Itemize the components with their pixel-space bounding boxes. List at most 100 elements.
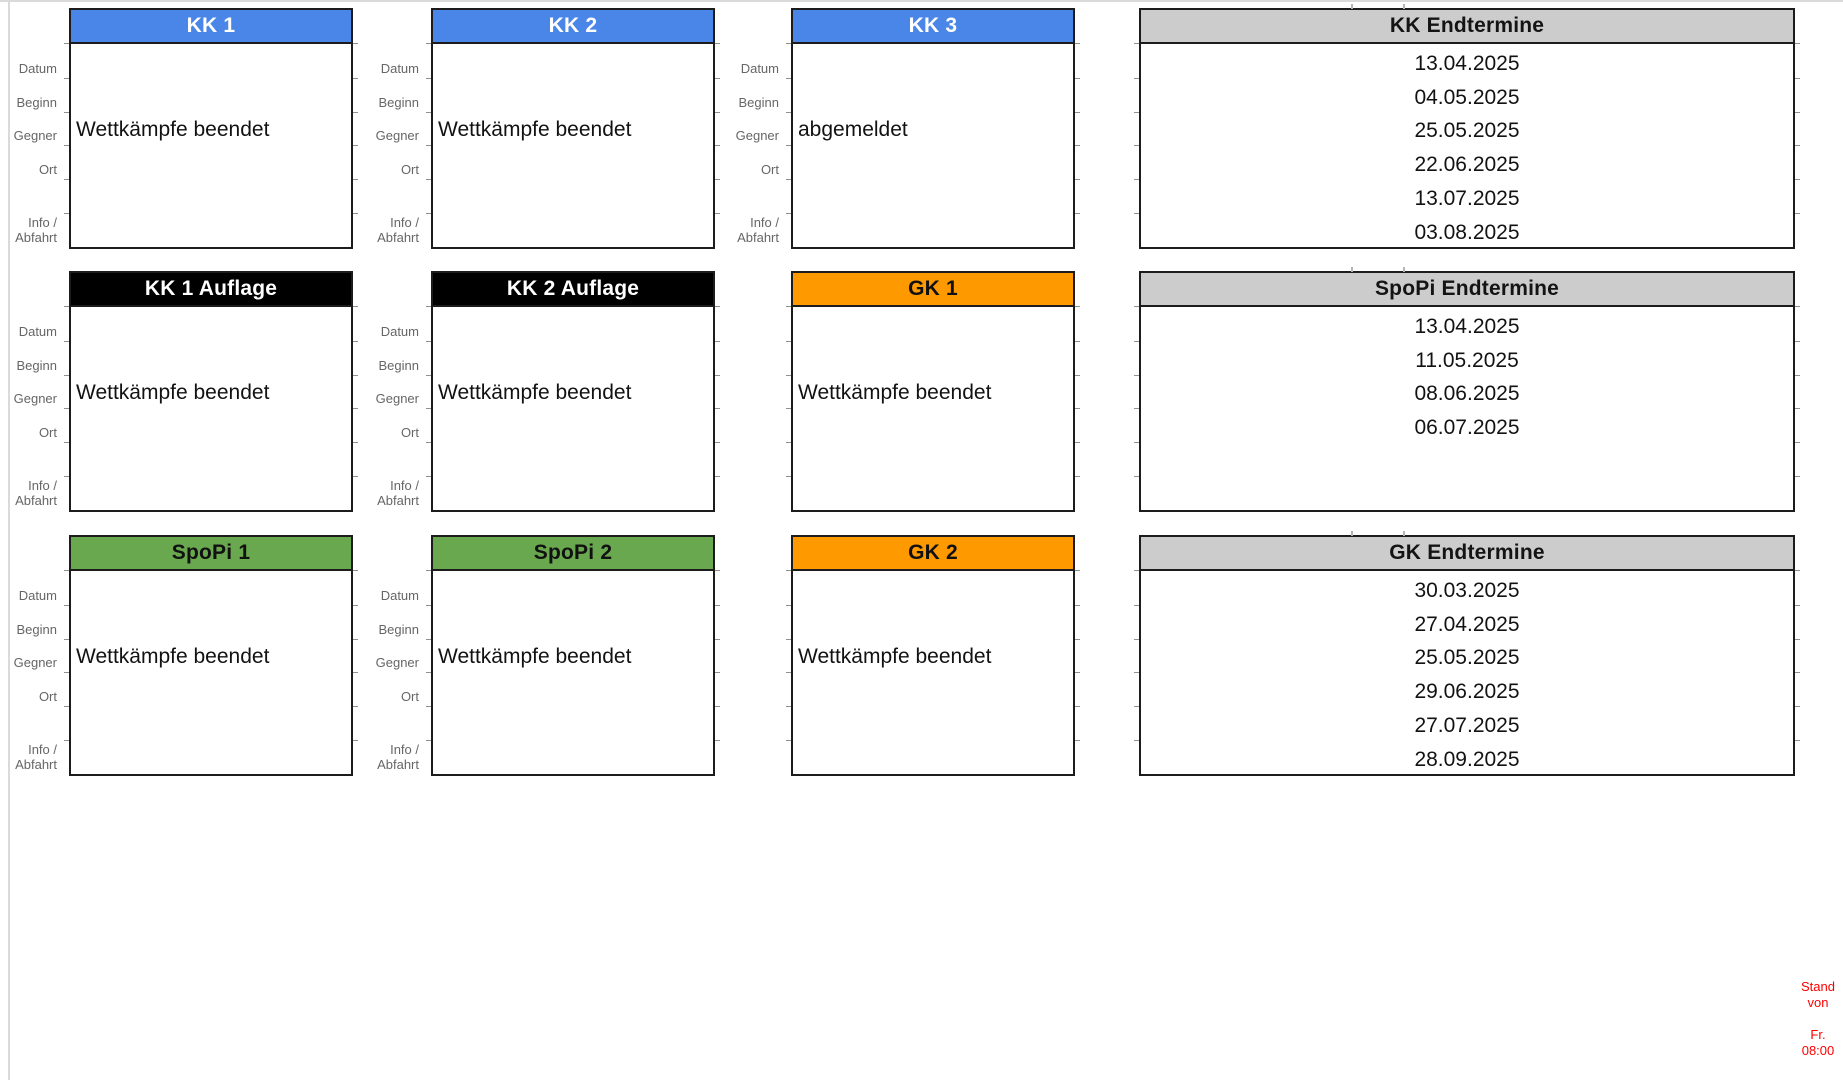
date-row: 29.06.2025 bbox=[1134, 672, 1800, 708]
row-label-info-abfahrt: Info / Abfahrt bbox=[363, 740, 425, 774]
cell-ort bbox=[426, 672, 720, 708]
card-kk-3-body: abgemeldet bbox=[786, 44, 1080, 247]
card-status: Wettkämpfe beendet bbox=[76, 645, 270, 669]
gridline-tick bbox=[1351, 531, 1353, 536]
row-labels-spopi-2: Datum Beginn Gegner Ort Info / Abfahrt bbox=[363, 571, 425, 774]
cell-info-abfahrt bbox=[433, 213, 713, 247]
row-label-abfahrt: Abfahrt bbox=[377, 756, 419, 772]
card-kk-1: KK 1 Wettkämpfe beendet bbox=[64, 8, 358, 249]
date-row: 13.04.2025 bbox=[1134, 307, 1800, 342]
card-kk-2-auflage-header: KK 2 Auflage bbox=[426, 273, 720, 307]
card-gk-1: GK 1 Wettkämpfe beendet bbox=[786, 271, 1080, 512]
card-title: SpoPi 1 bbox=[171, 541, 251, 564]
row-label-info: Info / bbox=[750, 214, 779, 230]
row-label-abfahrt: Abfahrt bbox=[737, 229, 779, 245]
card-status: Wettkämpfe beendet bbox=[438, 118, 632, 142]
card-gk-1-body: Wettkämpfe beendet bbox=[786, 307, 1080, 510]
cell-beginn bbox=[64, 78, 358, 113]
cell-ort bbox=[64, 672, 358, 708]
cell-info-abfahrt bbox=[71, 476, 351, 510]
cell-datum bbox=[426, 307, 720, 342]
panel-kk-endtermine: KK Endtermine 13.04.2025 04.05.2025 25.0… bbox=[1134, 4, 1800, 249]
row-label-info: Info / bbox=[28, 741, 57, 757]
stand-note-line: Fr. bbox=[1810, 1027, 1826, 1042]
row-label-beginn: Beginn bbox=[378, 621, 419, 637]
cell-empty bbox=[64, 442, 358, 477]
row-label-info: Info / bbox=[28, 477, 57, 493]
cell-datum bbox=[786, 571, 1080, 606]
card-status: Wettkämpfe beendet bbox=[76, 381, 270, 405]
card-status: Wettkämpfe beendet bbox=[798, 381, 992, 405]
row-label-ort: Ort bbox=[38, 162, 57, 178]
row-label-ort: Ort bbox=[38, 689, 57, 705]
cell-empty bbox=[426, 442, 720, 477]
date-row: 27.07.2025 bbox=[1134, 706, 1800, 741]
card-title: KK 1 bbox=[186, 14, 236, 37]
cell-gegner: Wettkämpfe beendet bbox=[786, 639, 1080, 674]
cell-beginn bbox=[64, 341, 358, 376]
cell-beginn bbox=[426, 341, 720, 376]
row-labels-kk-1: Datum Beginn Gegner Ort Info / Abfahrt bbox=[1, 44, 63, 247]
card-kk-1-header: KK 1 bbox=[64, 10, 358, 44]
card-spopi-2-header: SpoPi 2 bbox=[426, 537, 720, 571]
stand-note: Stand von Fr. 08:00 bbox=[1796, 979, 1840, 1059]
page-left-gridline bbox=[8, 0, 10, 1080]
card-kk-1-auflage-header: KK 1 Auflage bbox=[64, 273, 358, 307]
cell-empty bbox=[426, 179, 720, 214]
date-row: 25.05.2025 bbox=[1134, 639, 1800, 674]
card-spopi-2: SpoPi 2 Wettkämpfe beendet bbox=[426, 535, 720, 776]
card-kk-2-auflage-body: Wettkämpfe beendet bbox=[426, 307, 720, 510]
gridline-tick bbox=[1403, 4, 1405, 9]
cell-beginn bbox=[426, 78, 720, 113]
row-label-gegner: Gegner bbox=[735, 128, 779, 144]
row-label-info-abfahrt: Info / Abfahrt bbox=[723, 213, 785, 247]
date-row: 04.05.2025 bbox=[1134, 78, 1800, 113]
date-row-empty bbox=[1141, 476, 1793, 510]
cell-ort bbox=[64, 145, 358, 181]
row-label-ort: Ort bbox=[760, 162, 779, 178]
cell-empty bbox=[64, 179, 358, 214]
row-label-datum: Datum bbox=[380, 60, 419, 76]
row-label-datum: Datum bbox=[740, 60, 779, 76]
card-title: SpoPi 2 bbox=[533, 541, 613, 564]
row-label-abfahrt: Abfahrt bbox=[15, 756, 57, 772]
gridline-tick bbox=[1351, 4, 1353, 9]
card-title: KK 3 bbox=[908, 14, 958, 37]
cell-datum bbox=[786, 307, 1080, 342]
row-labels-kk-2-auflage: Datum Beginn Gegner Ort Info / Abfahrt bbox=[363, 307, 425, 510]
cell-empty bbox=[786, 179, 1080, 214]
cell-info-abfahrt bbox=[71, 740, 351, 774]
row-label-empty bbox=[1, 442, 63, 476]
panel-kk-endtermine-dates: 13.04.2025 04.05.2025 25.05.2025 22.06.2… bbox=[1134, 44, 1800, 247]
date-row-empty bbox=[1134, 442, 1800, 477]
row-label-gegner: Gegner bbox=[375, 391, 419, 407]
panel-gk-endtermine-dates: 30.03.2025 27.04.2025 25.05.2025 29.06.2… bbox=[1134, 571, 1800, 774]
cell-ort bbox=[786, 408, 1080, 444]
stand-note-line: von bbox=[1807, 995, 1829, 1010]
row-label-ort: Ort bbox=[400, 162, 419, 178]
panel-gk-endtermine: GK Endtermine 30.03.2025 27.04.2025 25.0… bbox=[1134, 531, 1800, 776]
cell-ort bbox=[426, 145, 720, 181]
cell-gegner: Wettkämpfe beendet bbox=[426, 639, 720, 674]
card-kk-2: KK 2 Wettkämpfe beendet bbox=[426, 8, 720, 249]
cell-info-abfahrt bbox=[793, 476, 1073, 510]
card-title: KK 2 Auflage bbox=[506, 277, 640, 300]
card-gk-2-body: Wettkämpfe beendet bbox=[786, 571, 1080, 774]
row-label-info: Info / bbox=[28, 214, 57, 230]
card-spopi-1-body: Wettkämpfe beendet bbox=[64, 571, 358, 774]
card-status: Wettkämpfe beendet bbox=[438, 381, 632, 405]
cell-beginn bbox=[786, 605, 1080, 640]
date-row: 25.05.2025 bbox=[1134, 112, 1800, 147]
panel-spopi-endtermine-dates: 13.04.2025 11.05.2025 08.06.2025 06.07.2… bbox=[1134, 307, 1800, 510]
date-row: 06.07.2025 bbox=[1134, 408, 1800, 444]
date-row: 13.07.2025 bbox=[1134, 179, 1800, 214]
row-label-info-abfahrt: Info / Abfahrt bbox=[1, 213, 63, 247]
date-row: 22.06.2025 bbox=[1134, 145, 1800, 181]
cell-datum bbox=[426, 571, 720, 606]
date-row: 28.09.2025 bbox=[1414, 747, 1520, 771]
card-kk-2-header: KK 2 bbox=[426, 10, 720, 44]
date-row: 03.08.2025 bbox=[1414, 220, 1520, 244]
cell-datum bbox=[64, 571, 358, 606]
cell-empty bbox=[426, 706, 720, 741]
card-kk-1-auflage: KK 1 Auflage Wettkämpfe beendet bbox=[64, 271, 358, 512]
